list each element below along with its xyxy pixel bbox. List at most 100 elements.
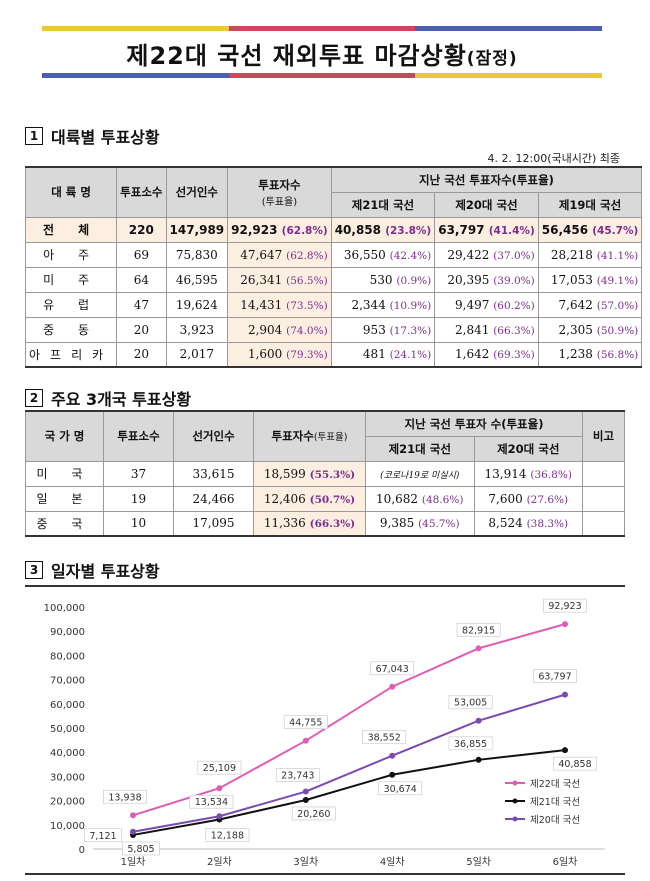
cell-e19: 17,053 (49.1%)	[537, 266, 643, 293]
col-turnout-sub: (투표율)	[261, 196, 298, 208]
data-label-box	[362, 730, 407, 745]
cell-e19: 28,218 (41.1%)	[537, 241, 643, 268]
x-tick-label: 4일차	[380, 856, 405, 868]
cell-polls: 69	[116, 241, 167, 268]
data-label: 92,923	[548, 601, 581, 612]
e19-pct: (50.9%)	[596, 324, 639, 337]
table-row: 유 럽 47 19,624 14,431 (73.5%) 2,344 (10.9%) 9,…	[24, 291, 643, 318]
cell-e20: 2,841 (66.3%)	[434, 316, 539, 343]
data-label-box	[84, 828, 122, 843]
cell-e21: 40,858 (23.8%)	[330, 216, 436, 243]
e21-pct: (45.7%)	[418, 518, 460, 531]
turnout-pct: (74.0%)	[286, 324, 328, 337]
cell-polls: 10	[103, 510, 174, 537]
cell-country: 중 국	[25, 510, 104, 537]
data-label-box	[543, 598, 587, 613]
data-point	[475, 717, 482, 724]
turnout-pct: (66.3%)	[309, 518, 356, 531]
e20-value: 8,524	[488, 516, 523, 531]
data-label-box	[122, 841, 160, 856]
table-row: 미 국 37 33,615 18,599 (55.3%) (코로나19로 미실시) 13…	[25, 460, 625, 487]
bar-seg-2	[228, 26, 416, 31]
e19-pct: (49.1%)	[596, 274, 639, 287]
cell-e21: 530 (0.9%)	[330, 266, 436, 293]
data-label: 63,797	[538, 672, 571, 683]
col-turnout2-sub: (투표율)	[313, 432, 348, 444]
data-point	[562, 621, 568, 628]
section2-title: 주요 3개국 투표상황	[51, 390, 192, 409]
data-label: 67,043	[376, 664, 409, 675]
data-label-box	[553, 756, 597, 771]
section1-title: 대륙별 투표상황	[51, 128, 160, 147]
cell-e19: 2,305 (50.9%)	[537, 316, 643, 343]
data-point	[302, 796, 309, 803]
col-polls: 투표소수	[116, 166, 167, 218]
e21-pct: (42.4%)	[389, 249, 432, 262]
legend-label: 제21대 국선	[530, 797, 580, 808]
cell-turnout: 26,341 (56.5%)	[227, 266, 332, 293]
data-label: 13,534	[195, 797, 228, 808]
table-row: 중 국 10 17,095 11,336 (66.3%) 9,385 (45.7%) 8,…	[25, 510, 625, 537]
col-e19: 제19대 국선	[537, 191, 643, 218]
data-point	[475, 645, 482, 652]
data-label: 7,121	[89, 831, 116, 842]
section3-number: 3	[25, 561, 43, 579]
data-label-box	[197, 760, 242, 775]
cell-voters: 46,595	[165, 266, 229, 293]
col-voters2: 선거인수	[173, 410, 254, 462]
cell-e20: 29,422 (37.0%)	[434, 241, 539, 268]
e19-pct: (45.7%)	[592, 224, 639, 237]
title-top-bar	[42, 26, 603, 31]
title-bottom-bar	[42, 73, 603, 78]
cell-note	[582, 485, 625, 512]
data-label-box	[456, 622, 501, 637]
e20-pct: (41.4%)	[488, 224, 535, 237]
data-point	[130, 812, 136, 819]
col-e20: 제20대 국선	[434, 191, 539, 218]
e21-pct: (0.9%)	[396, 274, 432, 287]
table-row: 중 동 20 3,923 2,904 (74.0%) 953 (17.3%) 2,841 …	[24, 316, 643, 343]
cell-voters: 75,830	[165, 241, 229, 268]
data-label: 5,805	[127, 844, 154, 855]
cell-polls: 220	[116, 216, 167, 243]
col-voters: 선거인수	[165, 166, 229, 218]
turnout-value: 12,406	[263, 491, 306, 506]
y-tick-label: 80,000	[50, 651, 85, 662]
cell-e21: 2,344 (10.9%)	[330, 291, 436, 318]
table-row: 아 주 69 75,830 47,647 (62.8%) 36,550 (42.4%) 2…	[24, 241, 643, 268]
data-label-box	[448, 695, 493, 710]
x-tick-label: 2일차	[207, 856, 232, 868]
cell-e20: 1,642 (69.3%)	[434, 341, 539, 368]
country-table: 국 가 명 투표소수 선거인수 투표자수(투표율) 지난 국선 투표자 수(투표…	[25, 410, 625, 537]
e20-value: 29,422	[447, 247, 490, 262]
section1-heading: 1 대륙별 투표상황	[25, 124, 160, 148]
data-label: 38,552	[368, 733, 401, 744]
cell-turnout: 47,647 (62.8%)	[227, 241, 332, 268]
e21-value: 953	[362, 322, 386, 337]
data-point	[389, 752, 396, 759]
e19-value: 7,642	[558, 297, 593, 312]
cell-e21: (코로나19로 미실시)	[365, 460, 475, 487]
col-note: 비고	[582, 410, 625, 462]
cell-polls: 20	[116, 316, 167, 343]
cell-voters: 19,624	[165, 291, 229, 318]
col-e21: 제21대 국선	[330, 191, 436, 218]
e21-value: 2,344	[351, 297, 386, 312]
data-point	[302, 788, 309, 795]
e20-pct: (69.3%)	[493, 349, 535, 362]
bar-seg-3	[415, 26, 603, 31]
cell-region: 유 럽	[24, 291, 118, 318]
data-label: 20,260	[297, 809, 330, 820]
cell-region: 중 동	[24, 316, 118, 343]
cell-region: 아 주	[24, 241, 118, 268]
bar-seg-6	[415, 73, 603, 78]
data-label: 53,005	[454, 698, 487, 709]
e19-value: 1,238	[558, 347, 593, 362]
cell-e20: 7,600 (27.6%)	[473, 485, 583, 512]
section2-number: 2	[25, 389, 43, 407]
time-note: 4. 2. 12:00(국내시간) 최종	[487, 152, 620, 165]
cell-country: 일 본	[25, 485, 104, 512]
bar-seg-5	[228, 73, 416, 78]
daily-chart: 0 10,000 20,000 30,000 40,000 50,000 60,000 70,…	[25, 585, 625, 875]
y-tick-label: 10,000	[50, 821, 85, 832]
